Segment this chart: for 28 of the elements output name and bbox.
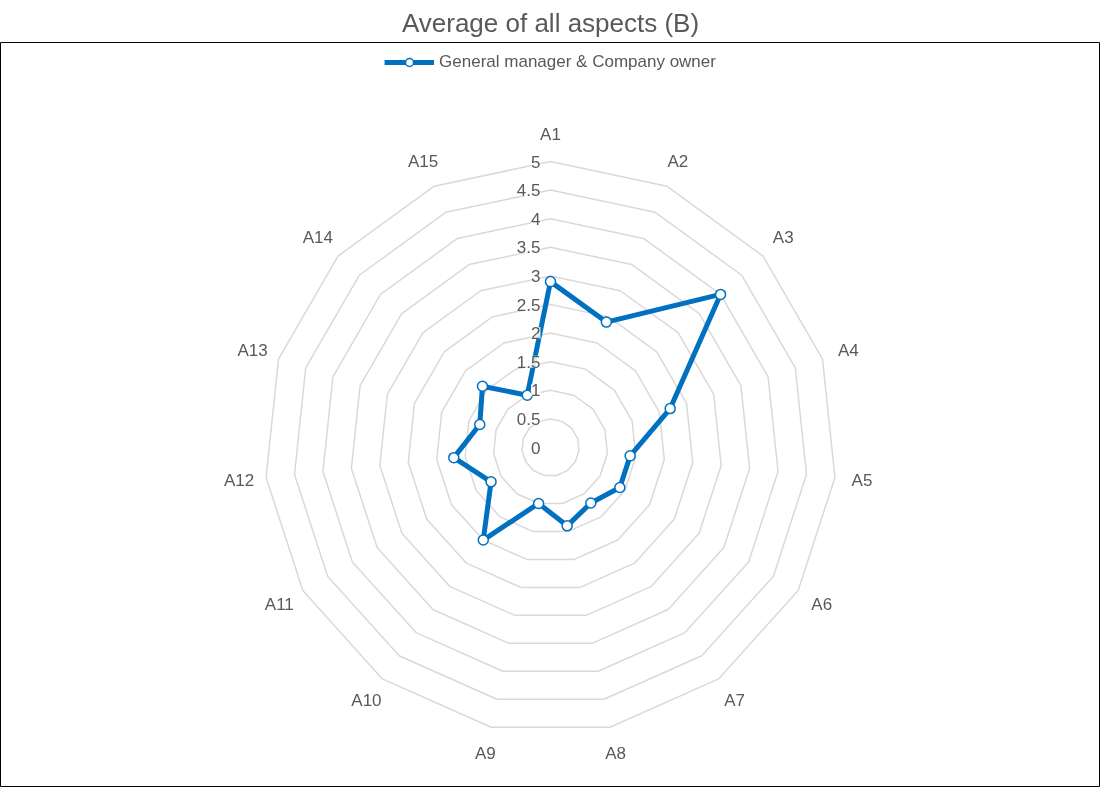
legend-label: General manager & Company owner [439,52,716,72]
spoke-label: A1 [540,124,561,144]
spoke-label: A6 [811,594,833,614]
y-tick-label: 2 [531,324,541,344]
y-tick-label: 2.5 [516,295,541,315]
y-tick-label: 4.5 [516,181,541,201]
y-tick-label: 1 [531,381,541,401]
spoke-label: A13 [237,341,268,361]
chart-title: Average of all aspects (B) [401,7,700,38]
spoke-label: A5 [851,470,873,490]
spoke-label: A11 [264,594,294,614]
spoke-label: A12 [223,470,255,490]
y-tick-label: 4 [531,209,541,229]
y-tick-label: 0 [531,438,541,458]
spoke-label: A4 [837,341,859,361]
spoke-label: A2 [667,151,689,171]
spoke-label: A7 [724,691,745,711]
spoke-label: A3 [772,228,794,248]
spoke-label: A8 [605,744,627,764]
y-tick-label: 0.5 [516,409,541,429]
y-tick-label: 5 [531,152,541,172]
spoke-label: A9 [474,744,496,764]
y-tick-label: 3 [531,266,541,286]
y-tick-label: 1.5 [516,352,541,372]
spoke-label: A14 [302,228,333,248]
spoke-label: A10 [351,691,382,711]
spoke-label: A15 [408,151,439,171]
y-tick-label: 3.5 [516,238,541,258]
